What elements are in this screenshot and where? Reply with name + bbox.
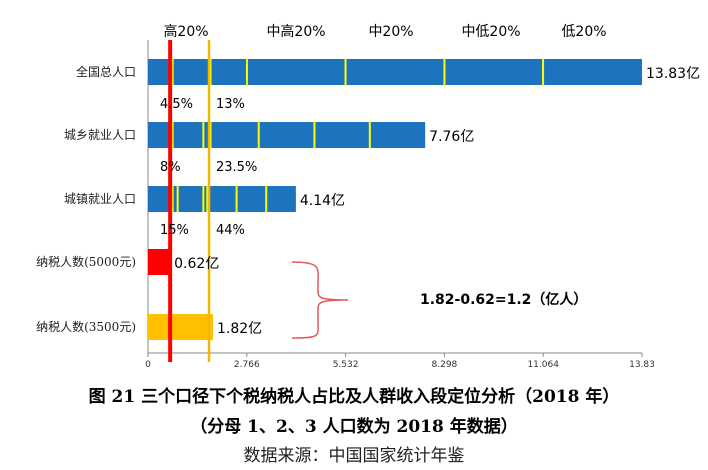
quintile-label: 中低20% xyxy=(461,24,520,40)
category-label: 全国总人口 xyxy=(76,64,136,79)
quintile-label: 中20% xyxy=(368,24,413,40)
percent-label-left: 8% xyxy=(160,160,181,175)
category-label: 城乡就业人口 xyxy=(64,128,136,142)
x-tick-label: 11.064 xyxy=(527,360,559,370)
data-source: 数据来源：中国国家统计年鉴 xyxy=(243,446,465,466)
value-label: 4.14亿 xyxy=(300,193,345,209)
bar xyxy=(148,122,426,148)
percent-label-right: 44% xyxy=(216,223,245,238)
x-tick-label: 13.83 xyxy=(629,360,655,370)
value-label: 1.82亿 xyxy=(217,321,262,337)
annotation-layer: 1.82-0.62=1.2（亿人） xyxy=(291,261,587,339)
percent-label-left: 4.5% xyxy=(160,97,193,112)
bar xyxy=(148,314,214,340)
difference-annotation: 1.82-0.62=1.2（亿人） xyxy=(420,291,587,308)
figure-caption: 图 21 三个口径下个税纳税人占比及人群收入段定位分析（2018 年） xyxy=(88,387,620,407)
x-tick-label: 2.766 xyxy=(234,360,260,370)
percent-label-right: 23.5% xyxy=(216,160,257,175)
percent-label-left: 15% xyxy=(160,223,189,238)
labels-layer: 0 2.766 5.532 8.298 11.064 13.83 全国总人口 13.83亿城乡… xyxy=(36,23,700,370)
bars-layer xyxy=(148,59,642,340)
quintile-marks-layer xyxy=(171,59,545,212)
x-tick-label: 0 xyxy=(145,360,151,370)
figure-subcaption: （分母 1、2、3 人口数为 2018 年数据） xyxy=(190,417,518,437)
x-tick-label: 5.532 xyxy=(333,360,359,370)
quintile-label: 中高20% xyxy=(266,23,325,40)
bar xyxy=(148,59,642,85)
percent-label-right: 13% xyxy=(216,97,245,112)
bar xyxy=(148,249,171,275)
value-label: 7.76亿 xyxy=(429,129,474,145)
category-label: 纳税人数(5000元) xyxy=(36,254,136,269)
value-label: 0.62亿 xyxy=(174,256,219,272)
chart: 0 2.766 5.532 8.298 11.064 13.83 全国总人口 13.83亿城乡… xyxy=(36,23,700,370)
value-label: 13.83亿 xyxy=(646,66,700,82)
threshold-lines-layer xyxy=(168,40,211,362)
quintile-label: 高20% xyxy=(163,23,208,40)
x-tick-label: 8.298 xyxy=(432,360,458,370)
category-label: 纳税人数(3500元) xyxy=(36,319,136,334)
quintile-label: 低20% xyxy=(561,24,606,40)
curly-brace xyxy=(291,261,349,339)
category-label: 城镇就业人口 xyxy=(64,192,136,206)
